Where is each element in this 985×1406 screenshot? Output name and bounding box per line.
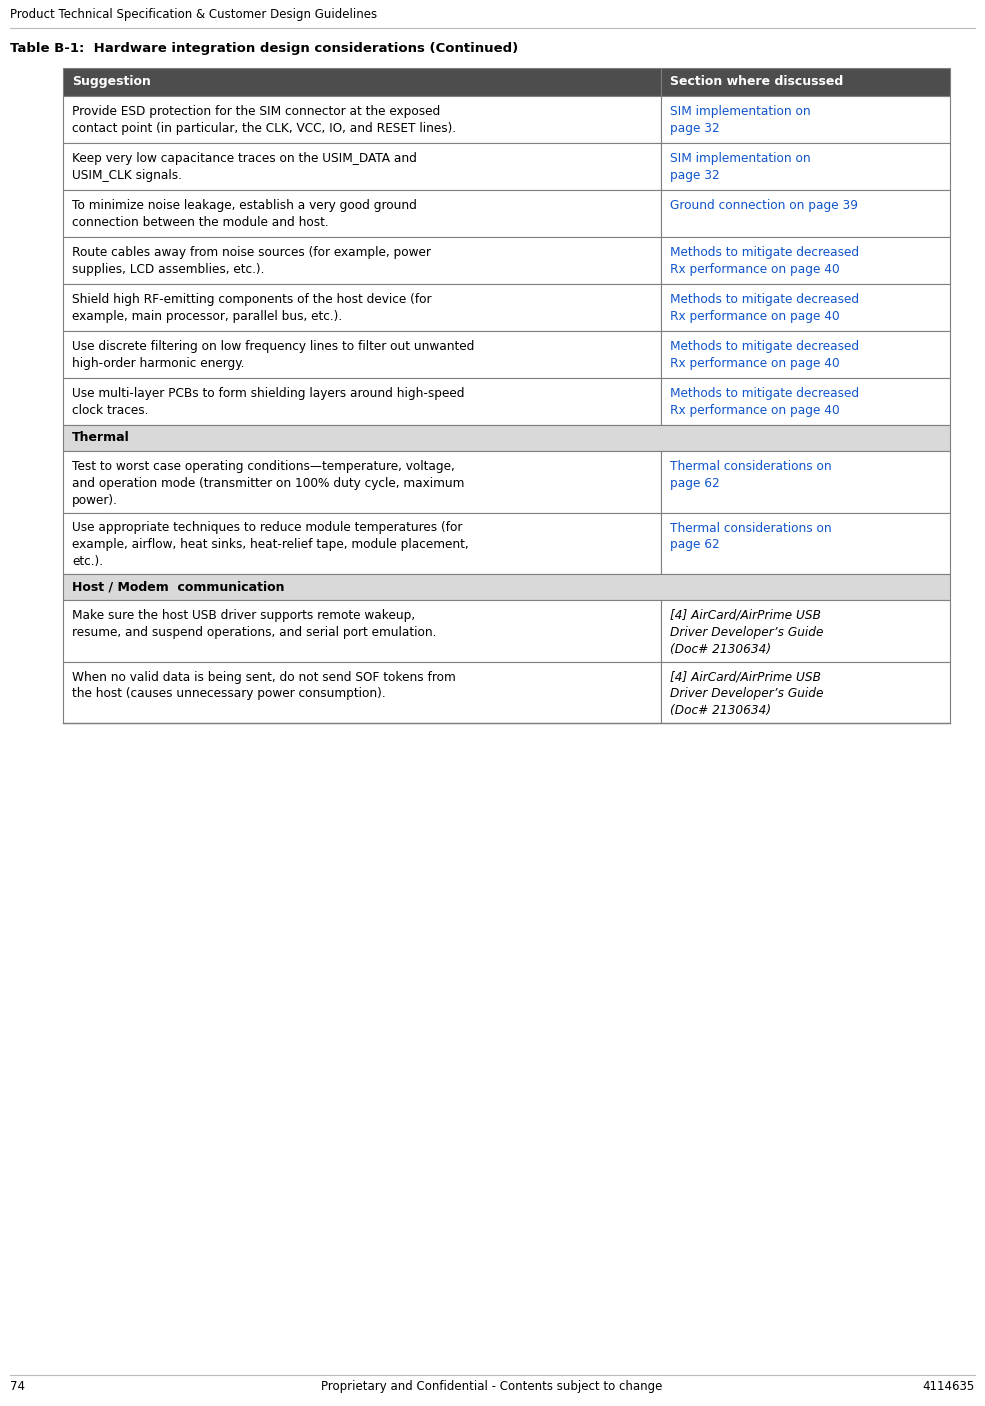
Bar: [63, 451, 661, 513]
Text: Host / Modem  communication: Host / Modem communication: [72, 581, 285, 593]
Bar: [63, 425, 950, 451]
Bar: [661, 513, 950, 574]
Bar: [63, 513, 661, 574]
Bar: [63, 661, 661, 723]
Text: To minimize noise leakage, establish a very good ground
connection between the m: To minimize noise leakage, establish a v…: [72, 200, 417, 229]
Bar: [63, 96, 661, 143]
Bar: [63, 67, 661, 96]
Text: Methods to mitigate decreased
Rx performance on page 40: Methods to mitigate decreased Rx perform…: [670, 340, 859, 370]
Bar: [661, 190, 950, 238]
Text: [4] AirCard/AirPrime USB
Driver Developer’s Guide
(Doc# 2130634): [4] AirCard/AirPrime USB Driver Develope…: [670, 671, 823, 717]
Bar: [63, 284, 661, 330]
Text: Table B-1:  Hardware integration design considerations (Continued): Table B-1: Hardware integration design c…: [10, 42, 518, 55]
Text: Section where discussed: Section where discussed: [670, 75, 843, 89]
Text: Ground connection on page 39: Ground connection on page 39: [670, 200, 858, 212]
Text: 74: 74: [10, 1381, 25, 1393]
Bar: [63, 378, 661, 425]
Text: Thermal considerations on
page 62: Thermal considerations on page 62: [670, 522, 831, 551]
Bar: [661, 378, 950, 425]
Text: Proprietary and Confidential - Contents subject to change: Proprietary and Confidential - Contents …: [321, 1381, 663, 1393]
Text: Methods to mitigate decreased
Rx performance on page 40: Methods to mitigate decreased Rx perform…: [670, 246, 859, 276]
Bar: [661, 284, 950, 330]
Text: When no valid data is being sent, do not send SOF tokens from
the host (causes u: When no valid data is being sent, do not…: [72, 671, 456, 700]
Bar: [63, 330, 661, 378]
Text: Make sure the host USB driver supports remote wakeup,
resume, and suspend operat: Make sure the host USB driver supports r…: [72, 609, 436, 638]
Bar: [661, 238, 950, 284]
Bar: [661, 600, 950, 661]
Text: Route cables away from noise sources (for example, power
supplies, LCD assemblie: Route cables away from noise sources (fo…: [72, 246, 430, 276]
Text: SIM implementation on
page 32: SIM implementation on page 32: [670, 105, 811, 135]
Text: 4114635: 4114635: [923, 1381, 975, 1393]
Bar: [63, 238, 661, 284]
Bar: [661, 661, 950, 723]
Bar: [661, 330, 950, 378]
Text: Test to worst case operating conditions—temperature, voltage,
and operation mode: Test to worst case operating conditions—…: [72, 460, 464, 506]
Bar: [63, 190, 661, 238]
Bar: [661, 67, 950, 96]
Text: Keep very low capacitance traces on the USIM_DATA and
USIM_CLK signals.: Keep very low capacitance traces on the …: [72, 152, 417, 181]
Bar: [63, 143, 661, 190]
Text: Provide ESD protection for the SIM connector at the exposed
contact point (in pa: Provide ESD protection for the SIM conne…: [72, 105, 456, 135]
Text: Shield high RF-emitting components of the host device (for
example, main process: Shield high RF-emitting components of th…: [72, 292, 431, 323]
Bar: [63, 600, 661, 661]
Text: Methods to mitigate decreased
Rx performance on page 40: Methods to mitigate decreased Rx perform…: [670, 387, 859, 416]
Text: Thermal: Thermal: [72, 432, 130, 444]
Bar: [661, 143, 950, 190]
Bar: [661, 96, 950, 143]
Text: Thermal considerations on
page 62: Thermal considerations on page 62: [670, 460, 831, 489]
Text: Use appropriate techniques to reduce module temperatures (for
example, airflow, : Use appropriate techniques to reduce mod…: [72, 522, 469, 568]
Text: Suggestion: Suggestion: [72, 75, 151, 89]
Text: Product Technical Specification & Customer Design Guidelines: Product Technical Specification & Custom…: [10, 8, 377, 21]
Text: SIM implementation on
page 32: SIM implementation on page 32: [670, 152, 811, 181]
Text: Use discrete filtering on low frequency lines to filter out unwanted
high-order : Use discrete filtering on low frequency …: [72, 340, 475, 370]
Text: Use multi-layer PCBs to form shielding layers around high-speed
clock traces.: Use multi-layer PCBs to form shielding l…: [72, 387, 465, 416]
Text: Methods to mitigate decreased
Rx performance on page 40: Methods to mitigate decreased Rx perform…: [670, 292, 859, 323]
Bar: [661, 451, 950, 513]
Text: [4] AirCard/AirPrime USB
Driver Developer’s Guide
(Doc# 2130634): [4] AirCard/AirPrime USB Driver Develope…: [670, 609, 823, 655]
Bar: [63, 574, 950, 600]
